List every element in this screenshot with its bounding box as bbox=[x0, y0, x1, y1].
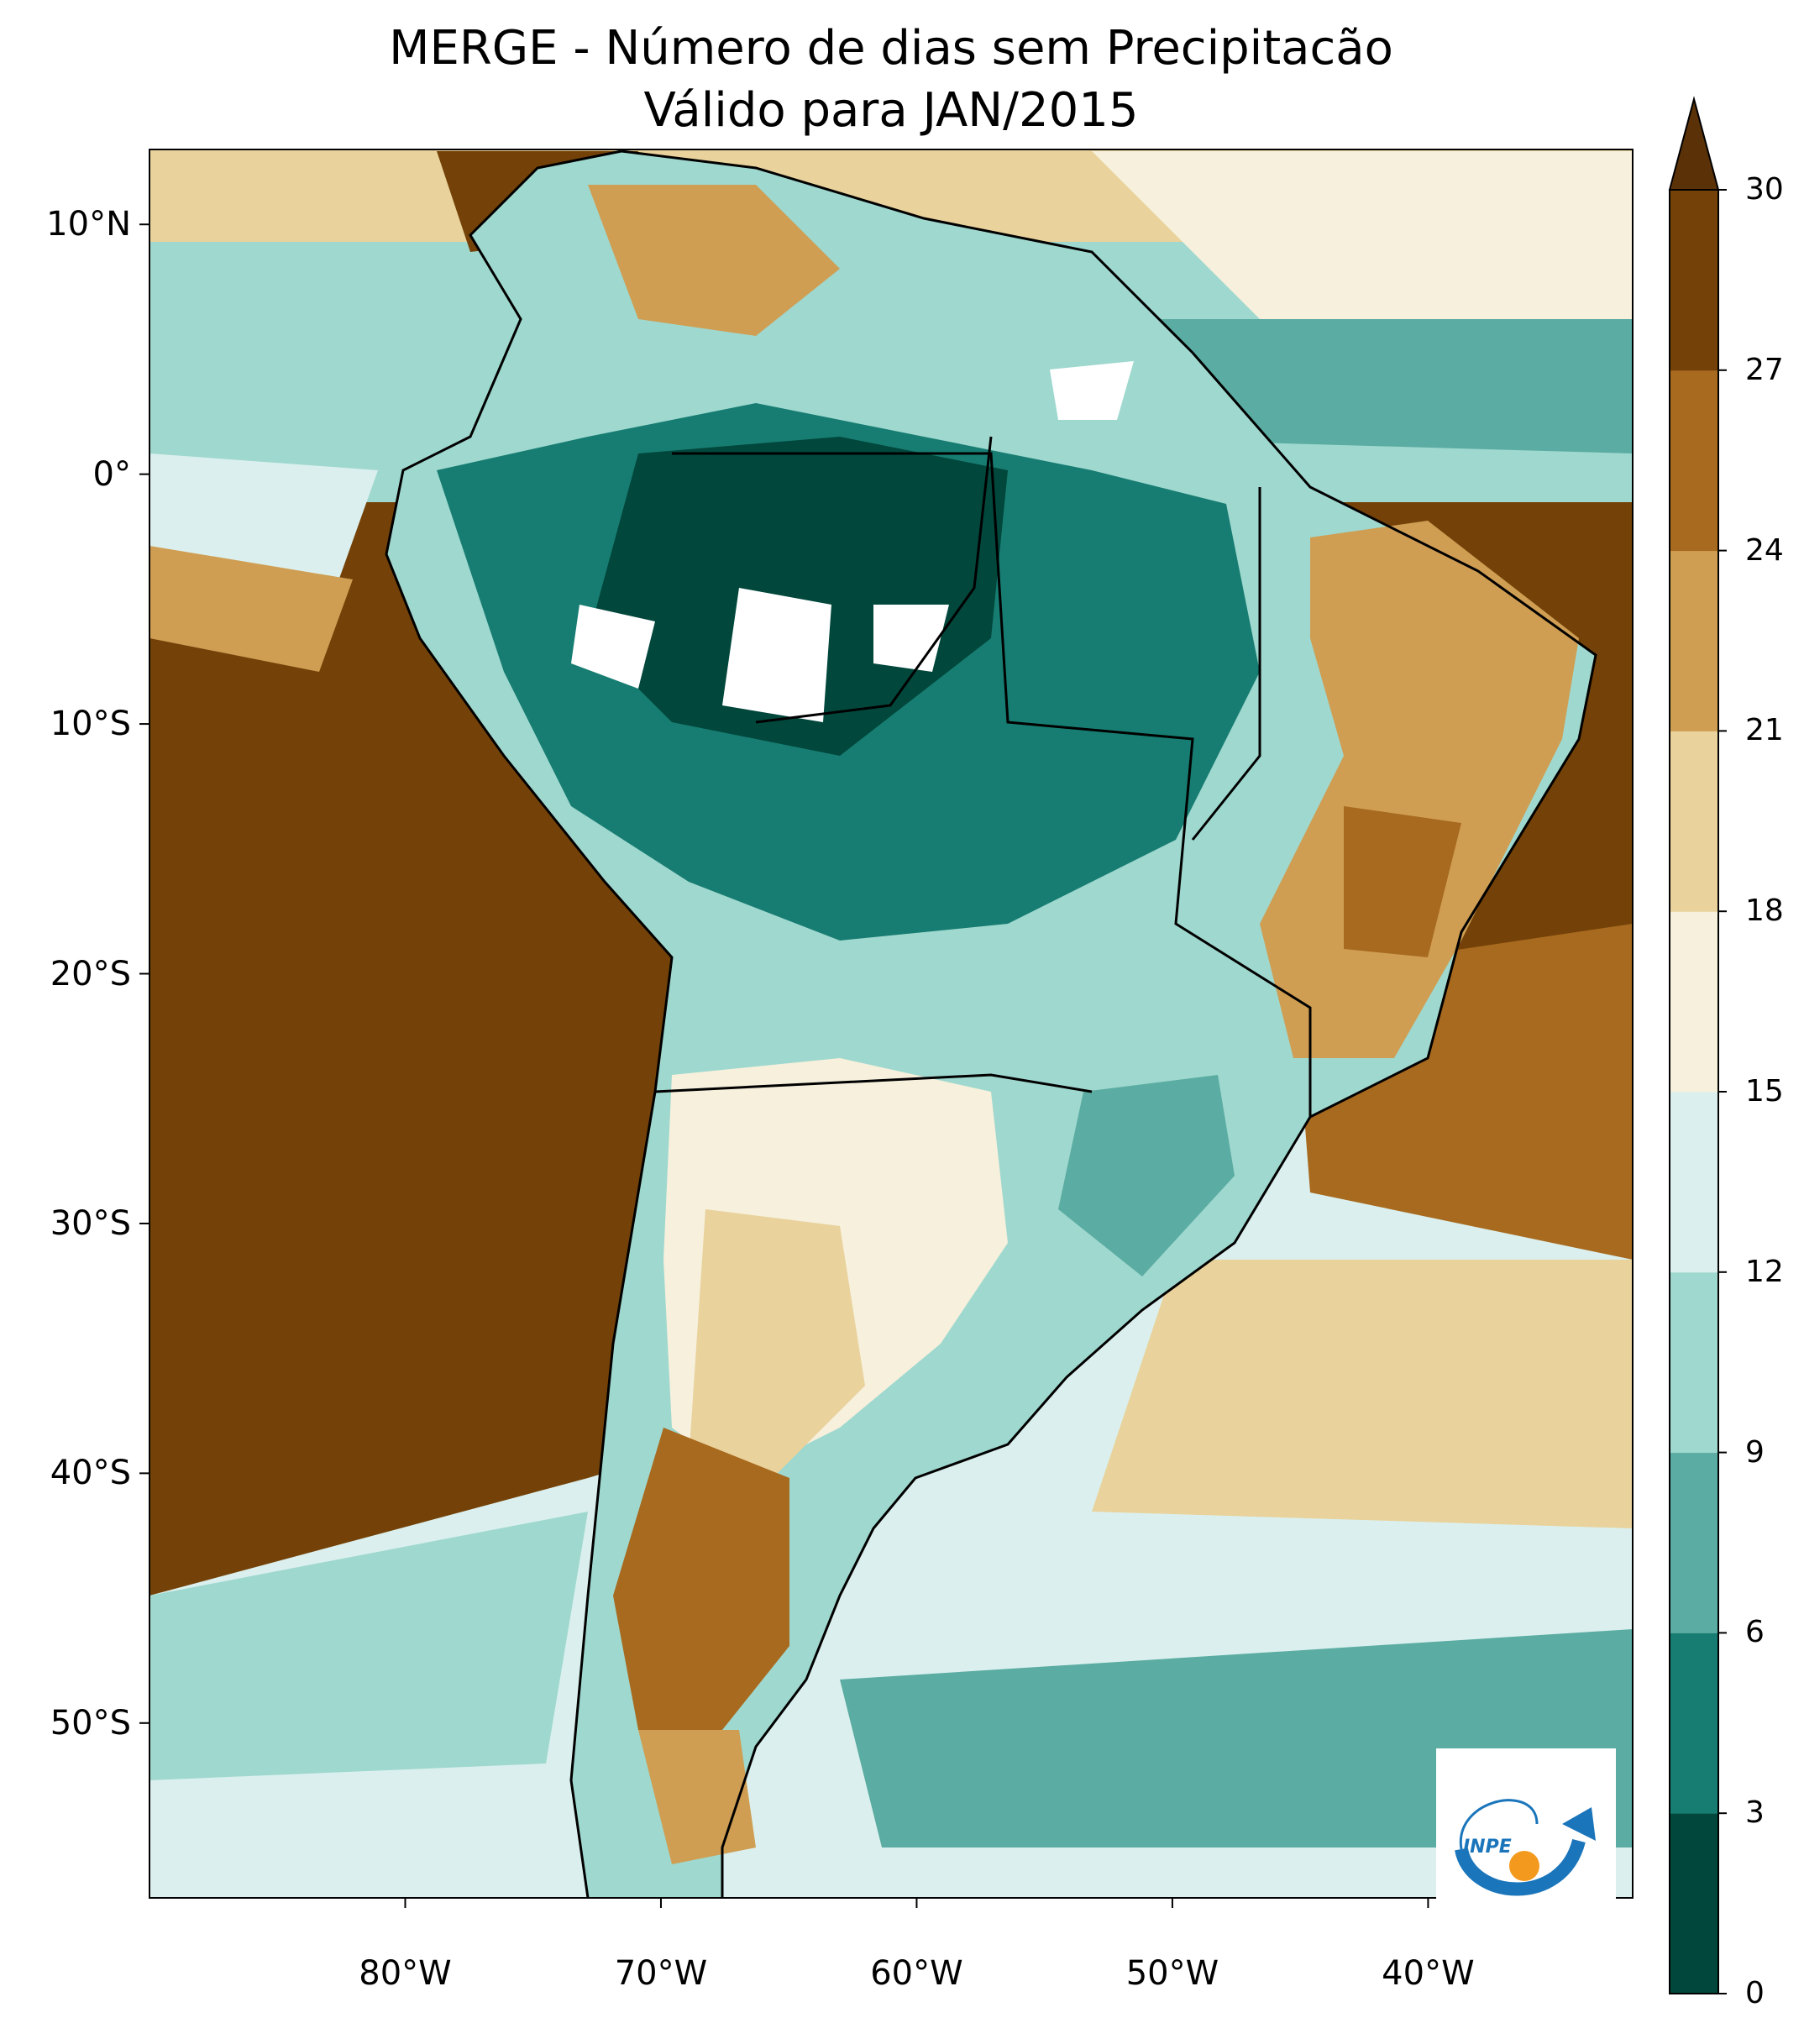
brazil-border bbox=[672, 452, 1312, 1117]
colorbar-segment bbox=[1670, 1813, 1718, 1994]
colorbar-segment bbox=[1670, 731, 1718, 912]
colorbar-segment bbox=[1670, 1092, 1718, 1273]
zero-value-patch bbox=[571, 605, 655, 689]
colorbar-level-label: 21 bbox=[1745, 713, 1784, 748]
latitude-label: 50°S bbox=[50, 1703, 131, 1743]
zero-value-patch bbox=[873, 605, 949, 672]
colorbar-segment bbox=[1670, 911, 1718, 1093]
colorbar-segment bbox=[1670, 1271, 1718, 1454]
southern-pacific-humid bbox=[149, 1512, 588, 1780]
longitude-label: 80°W bbox=[359, 1954, 452, 1993]
southern-brazil-wet bbox=[1058, 1075, 1235, 1276]
latitude-label: 0° bbox=[92, 454, 131, 494]
venezuela-dry-region bbox=[588, 185, 840, 336]
atlantic-north-band bbox=[1092, 151, 1633, 319]
logo-dot bbox=[1509, 1851, 1539, 1881]
zero-value-patch bbox=[1050, 361, 1134, 420]
inpe-logo: INPE bbox=[1436, 1748, 1616, 1925]
southern-atlantic-wet bbox=[840, 1629, 1633, 1847]
colorbar-segment bbox=[1670, 1633, 1718, 1814]
map-frame bbox=[149, 149, 1634, 1899]
latitude-label: 10°S bbox=[50, 705, 131, 744]
colorbar-level-label: 0 bbox=[1745, 1976, 1765, 2010]
colorbar-level-label: 6 bbox=[1745, 1615, 1765, 1650]
northeast-brazil-dry bbox=[1260, 521, 1579, 1058]
southern-border bbox=[654, 1073, 1093, 1093]
map-axes bbox=[139, 149, 1634, 1908]
map-title: MERGE - Número de dias sem Precipitacão bbox=[389, 21, 1393, 76]
colorbar-extend-arrow bbox=[1668, 96, 1720, 191]
colorbar-segment bbox=[1670, 1452, 1718, 1633]
colorbar-level-label: 18 bbox=[1745, 894, 1784, 929]
latitude-label: 10°N bbox=[46, 205, 131, 244]
argentina-dry-region bbox=[689, 1209, 865, 1478]
coastline-and-borders bbox=[385, 149, 1597, 1899]
state-border bbox=[1191, 487, 1261, 841]
colorbar-level-label: 24 bbox=[1745, 532, 1784, 568]
colorbar-level-label: 9 bbox=[1745, 1434, 1765, 1470]
latitude-label: 30°S bbox=[50, 1203, 131, 1243]
amazon-state-border bbox=[755, 436, 993, 724]
zero-value-patch bbox=[722, 588, 831, 722]
colorbar-level-label: 3 bbox=[1745, 1795, 1765, 1831]
amazon-wettest-core bbox=[588, 437, 1008, 756]
longitude-label: 70°W bbox=[614, 1954, 708, 1993]
longitude-label: 60°W bbox=[870, 1954, 963, 1993]
map-subtitle: Válido para JAN/2015 bbox=[643, 83, 1139, 138]
colorbar-level-label: 12 bbox=[1745, 1254, 1784, 1289]
patagonia-dry-region bbox=[613, 1428, 789, 1730]
northeast-brazil-driest bbox=[1344, 806, 1461, 957]
tierra-del-fuego-region bbox=[638, 1730, 756, 1864]
longitude-ticks bbox=[404, 1898, 1429, 1908]
logo-arrow bbox=[1562, 1807, 1596, 1841]
colorbar-segment bbox=[1670, 550, 1718, 731]
colorbar bbox=[1668, 96, 1727, 1994]
latitude-label: 20°S bbox=[50, 954, 131, 993]
latitude-label: 40°S bbox=[50, 1454, 131, 1493]
precipitation-field bbox=[149, 149, 1633, 1898]
colorbar-segment bbox=[1670, 369, 1718, 552]
latitude-ticks bbox=[139, 223, 149, 1724]
logo-arc bbox=[1455, 1838, 1586, 1896]
longitude-label: 50°W bbox=[1125, 1954, 1219, 1993]
inpe-logo-icon: INPE bbox=[1455, 1799, 1596, 1896]
colorbar-segment bbox=[1670, 190, 1718, 371]
pacific-equator-dry bbox=[149, 546, 353, 672]
longitude-label: 40°W bbox=[1382, 1954, 1475, 1993]
colorbar-level-label: 30 bbox=[1745, 172, 1784, 207]
colorbar-level-label: 15 bbox=[1745, 1074, 1784, 1108]
logo-orbit bbox=[1459, 1799, 1539, 1850]
colorbar-level-label: 27 bbox=[1745, 352, 1784, 387]
south-atlantic-dry-band bbox=[1092, 1260, 1633, 1528]
pacific-equator-band bbox=[149, 453, 378, 588]
logo-text: INPE bbox=[1463, 1837, 1512, 1858]
